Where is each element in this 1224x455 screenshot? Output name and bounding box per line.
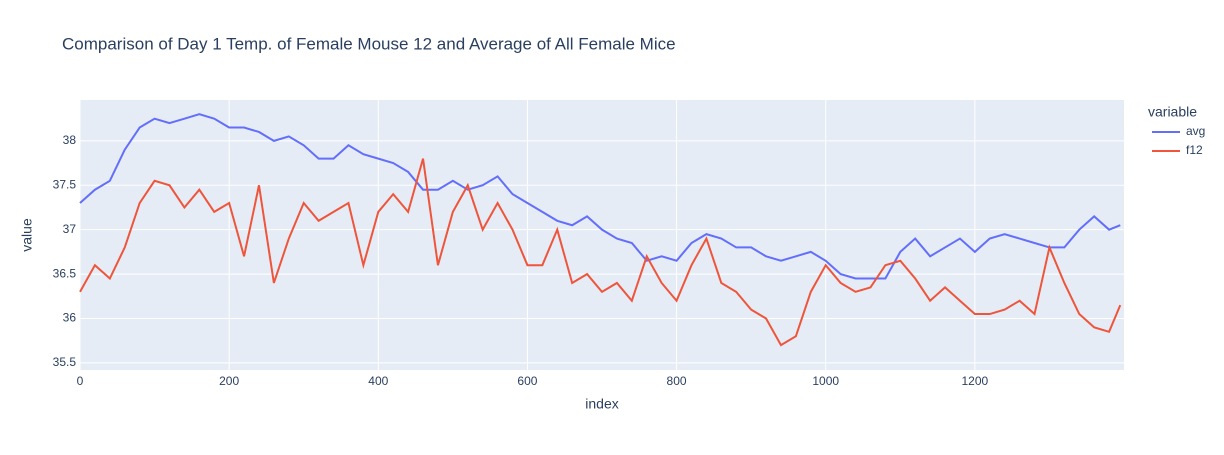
y-tick-label: 38	[63, 133, 77, 147]
y-tick-label: 37	[63, 222, 77, 236]
chart-title: Comparison of Day 1 Temp. of Female Mous…	[62, 34, 676, 53]
x-tick-label: 400	[368, 374, 388, 388]
x-tick-label: 600	[517, 374, 537, 388]
x-tick-label: 800	[667, 374, 687, 388]
x-tick-label: 1000	[812, 374, 839, 388]
legend-label[interactable]: avg	[1186, 124, 1205, 138]
y-axis-title: value	[19, 218, 35, 252]
y-tick-label: 37.5	[53, 177, 77, 191]
plot-area	[80, 100, 1124, 370]
legend-title: variable	[1148, 104, 1197, 120]
y-tick-label: 35.5	[53, 355, 77, 369]
y-tick-label: 36.5	[53, 266, 77, 280]
x-tick-label: 200	[219, 374, 239, 388]
x-axis-title: index	[585, 396, 618, 412]
y-tick-label: 36	[63, 311, 77, 325]
legend-label[interactable]: f12	[1186, 143, 1203, 157]
x-tick-label: 1200	[962, 374, 989, 388]
line-series	[79, 113, 1121, 280]
line-series	[79, 158, 1122, 347]
x-tick-label: 0	[77, 374, 84, 388]
